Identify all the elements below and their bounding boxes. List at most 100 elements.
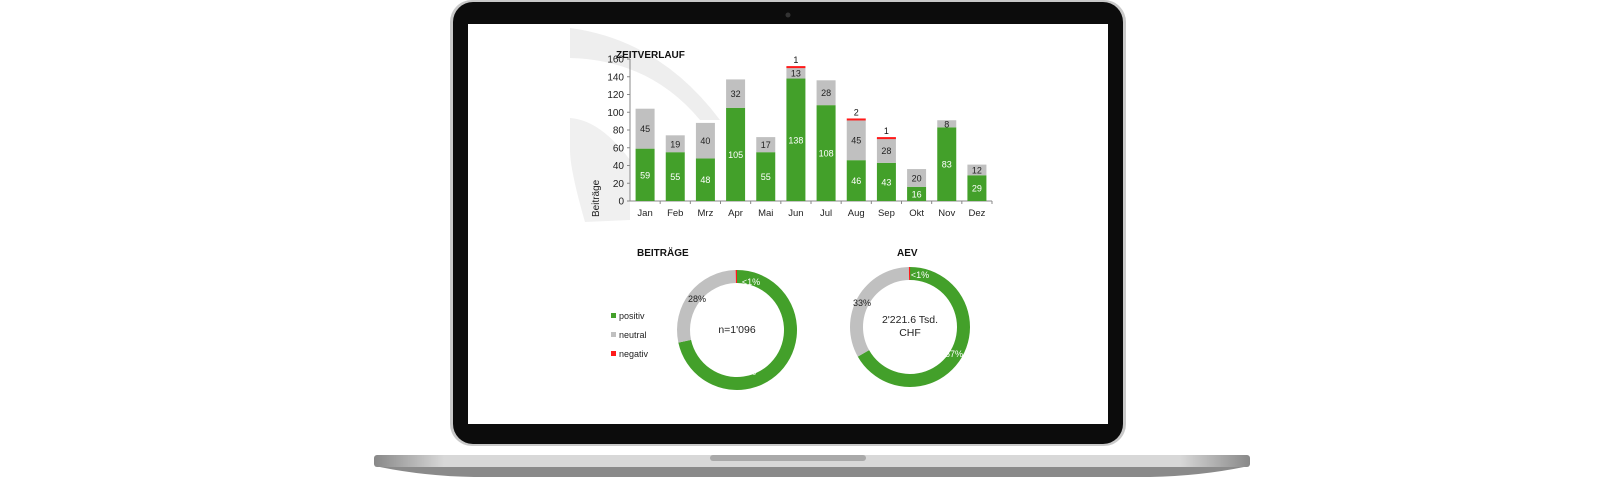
legend-label: neutral — [619, 330, 647, 340]
data-label-positiv: 59 — [640, 170, 650, 180]
bar-neutral — [635, 108, 655, 149]
y-tick-label: 100 — [607, 108, 624, 119]
y-tick-label: 60 — [613, 143, 625, 154]
donut-chart-beitraege: BEITRÄGE n=1'096 72% 28% <1% — [637, 246, 798, 390]
y-tick-label: 20 — [613, 179, 625, 190]
data-label-neutral: 32 — [731, 89, 741, 99]
bar-positiv — [937, 127, 957, 201]
y-tick-label: 120 — [607, 90, 624, 101]
bar-positiv — [786, 78, 806, 201]
data-label-negativ: 1 — [793, 55, 798, 65]
data-label-positiv: 105 — [728, 150, 743, 160]
donut-chart-aev: AEV 2'221.6 Tsd. CHF 67% 33% <1% — [850, 248, 970, 387]
x-tick-label: Jan — [637, 208, 652, 219]
donut-title: BEITRÄGE — [637, 246, 689, 259]
bar-neutral — [695, 122, 715, 159]
bar-neutral — [937, 120, 957, 128]
x-tick-label: Jun — [788, 208, 803, 219]
donut-label-neutral: 28% — [688, 294, 706, 304]
x-tick-label: Jul — [820, 208, 832, 219]
donut-slice-negativ — [735, 270, 737, 284]
bar-neutral — [786, 66, 806, 79]
legend-swatch-neutral — [611, 332, 616, 337]
donut-label-negativ: <1% — [742, 277, 760, 287]
data-label-positiv: 83 — [942, 160, 952, 170]
legend-label: negativ — [619, 349, 649, 359]
x-tick-label: Mai — [758, 208, 773, 219]
y-tick-label: 160 — [607, 55, 624, 66]
donut-slice-neutral — [850, 267, 910, 357]
data-label-neutral: 28 — [821, 88, 831, 98]
bar-neutral — [726, 79, 746, 108]
laptop-notch — [710, 455, 866, 461]
bar-neutral — [876, 137, 896, 163]
x-tick-label: Nov — [938, 208, 955, 219]
laptop-base-bottom — [380, 467, 1244, 477]
data-label-neutral: 40 — [700, 136, 710, 146]
data-label-negativ: 2 — [854, 107, 859, 117]
donut-center-label-line2: CHF — [899, 327, 921, 339]
data-label-neutral: 19 — [670, 139, 680, 149]
data-label-positiv: 55 — [670, 172, 680, 182]
background-swoosh-2 — [570, 118, 630, 222]
bar-neutral — [846, 120, 866, 161]
donut-label-neutral: 33% — [853, 298, 871, 308]
bar-positiv — [665, 152, 685, 201]
y-tick-label: 40 — [613, 161, 625, 172]
donut-center-label: n=1'096 — [718, 324, 755, 336]
bar-neutral — [816, 80, 836, 106]
data-label-neutral: 8 — [944, 119, 949, 129]
data-label-neutral: 17 — [761, 140, 771, 150]
data-label-negativ: 1 — [884, 126, 889, 136]
donut-label-positiv: 67% — [945, 349, 963, 359]
y-tick-label: 0 — [618, 197, 624, 208]
data-label-neutral: 45 — [640, 124, 650, 134]
x-tick-label: Feb — [667, 208, 683, 219]
x-tick-label: Sep — [878, 208, 895, 219]
chart-title: ZEITVERLAUF — [616, 50, 685, 61]
bar-neutral — [665, 135, 685, 153]
data-label-neutral: 13 — [791, 68, 801, 78]
y-axis-label: Beiträge — [591, 179, 602, 217]
data-label-neutral: 45 — [851, 136, 861, 146]
legend-label: positiv — [619, 311, 645, 321]
x-tick-label: Dez — [968, 208, 985, 219]
donut-title: AEV — [897, 248, 918, 259]
y-tick-label: 80 — [613, 126, 625, 137]
data-label-positiv: 29 — [972, 184, 982, 194]
x-tick-label: Okt — [909, 208, 924, 219]
bar-neutral — [967, 164, 987, 176]
data-label-positiv: 108 — [819, 149, 834, 159]
bar-positiv — [876, 162, 896, 201]
donut-label-negativ: <1% — [911, 270, 929, 280]
data-label-neutral: 12 — [972, 165, 982, 175]
bar-negativ — [876, 137, 896, 140]
donut-slice-neutral — [677, 270, 736, 343]
bar-negativ — [786, 66, 806, 69]
camera-icon — [785, 12, 791, 18]
data-label-positiv: 55 — [761, 172, 771, 182]
bar-positiv — [846, 160, 866, 201]
legend: positiv neutral negativ — [611, 311, 649, 359]
bar-neutral — [907, 169, 927, 187]
data-label-positiv: 138 — [788, 135, 803, 145]
bar-positiv — [816, 105, 836, 201]
bar-positiv — [726, 107, 746, 201]
data-label-neutral: 28 — [881, 146, 891, 156]
data-label-positiv: 48 — [700, 175, 710, 185]
bar-positiv — [756, 152, 776, 201]
bar-negativ — [846, 118, 866, 121]
legend-swatch-negativ — [611, 351, 616, 356]
donut-slice-negativ — [908, 266, 911, 281]
donut-center-label-line1: 2'221.6 Tsd. — [882, 314, 938, 326]
bar-neutral — [756, 137, 776, 153]
data-label-positiv: 16 — [912, 189, 922, 199]
data-label-positiv: 46 — [851, 176, 861, 186]
data-label-positiv: 43 — [881, 177, 891, 187]
legend-swatch-positiv — [611, 313, 616, 318]
x-tick-label: Apr — [728, 208, 743, 219]
bar-chart-zeitverlauf: ZEITVERLAUF Beiträge 0204060801001201401… — [591, 50, 993, 219]
x-tick-label: Aug — [848, 208, 865, 219]
donut-label-positiv: 72% — [738, 367, 756, 377]
